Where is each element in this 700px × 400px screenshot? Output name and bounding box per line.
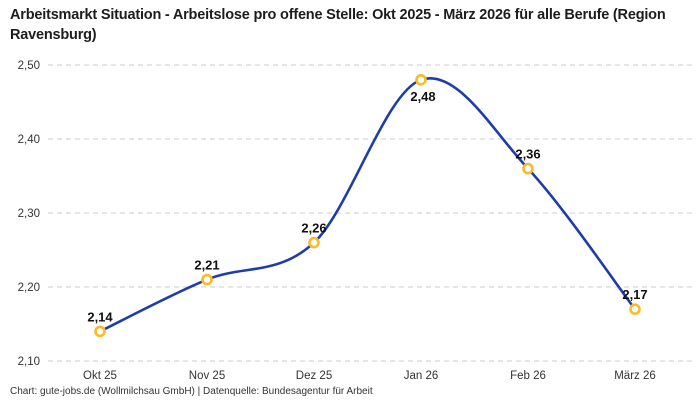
data-point-marker[interactable] <box>522 162 534 175</box>
data-point-marker[interactable] <box>94 325 106 338</box>
x-axis-tick-label: Feb 26 <box>510 370 546 382</box>
chart-title: Arbeitsmarkt Situation - Arbeitslose pro… <box>10 7 666 43</box>
line-chart: 2,10 2,20 2,30 2,40 2,50 Okt 25 Nov 25 Dez 25 Ja… <box>18 60 692 382</box>
x-axis-tick-label: März 26 <box>614 370 656 382</box>
chart-attribution: Chart: gute-jobs.de (Wollmilchsau GmbH) … <box>10 386 373 397</box>
y-axis-tick-label: 2,20 <box>18 282 40 294</box>
data-point-marker[interactable] <box>415 73 427 86</box>
y-axis-tick-label: 2,10 <box>18 356 40 368</box>
data-point-marker[interactable] <box>629 303 641 315</box>
x-axis-tick-label: Dez 25 <box>296 370 332 382</box>
x-axis-tick-label: Jan 26 <box>404 370 439 382</box>
x-axis-tick-label: Okt 25 <box>83 370 117 382</box>
data-point-label: 2,48 <box>410 89 435 104</box>
data-point-label: 2,21 <box>194 258 219 273</box>
x-axis-tick-label: Nov 25 <box>189 370 225 382</box>
y-axis-tick-label: 2,40 <box>18 134 40 146</box>
data-point-label: 2,14 <box>87 309 113 324</box>
data-point-label: 2,17 <box>622 287 647 302</box>
series-line <box>98 76 637 333</box>
y-axis-tick-label: 2,50 <box>18 60 40 72</box>
y-axis-tick-label: 2,30 <box>18 208 40 220</box>
data-point-label: 2,36 <box>515 147 540 162</box>
data-point-marker[interactable] <box>201 273 213 286</box>
data-point-label: 2,26 <box>301 221 326 236</box>
data-point-marker[interactable] <box>308 236 320 249</box>
